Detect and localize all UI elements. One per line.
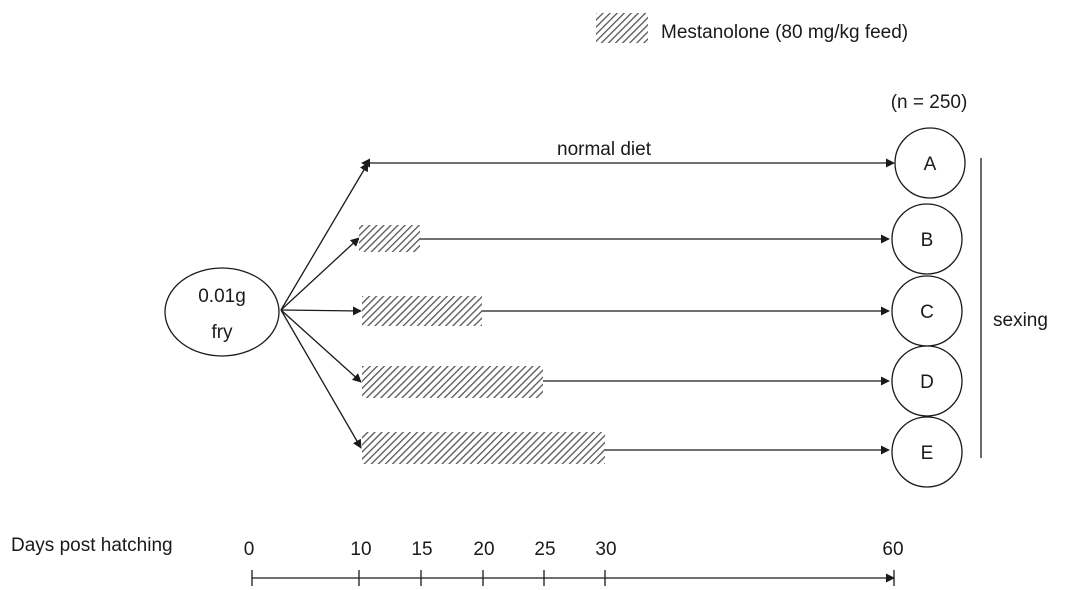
normal-diet-label: normal diet	[557, 139, 652, 160]
start-ellipse	[164, 267, 280, 357]
treatment-bar-d	[362, 366, 543, 398]
group-row-e: E	[362, 416, 963, 488]
group-label-b: B	[921, 230, 934, 251]
group-node-e	[891, 416, 963, 488]
sexing-label: sexing	[993, 310, 1048, 331]
legend-label: Mestanolone (80 mg/kg feed)	[661, 22, 908, 43]
treatment-bar-b	[359, 225, 420, 252]
axis-tick-label-30: 30	[595, 539, 616, 560]
branch-arrow-e	[280, 309, 362, 449]
group-label-c: C	[920, 302, 934, 323]
legend-hatch-swatch	[596, 13, 648, 43]
group-label-a: A	[924, 154, 937, 175]
group-row-d: D	[362, 345, 963, 417]
start-node: 0.01g fry	[164, 267, 280, 357]
treatment-bar-c	[362, 296, 482, 326]
treatment-bar-e	[362, 432, 605, 464]
legend: Mestanolone (80 mg/kg feed)	[596, 13, 908, 43]
branch-arrow-d	[280, 309, 362, 383]
branch-arrow-c	[280, 306, 362, 316]
group-label-d: D	[920, 372, 934, 393]
branch-arrow-a	[280, 162, 369, 311]
group-node-b	[891, 203, 963, 275]
group-row-b: B	[359, 203, 963, 275]
sample-size-label: (n = 250)	[891, 92, 968, 113]
branch-arrow-b	[280, 237, 360, 311]
group-row-c: C	[362, 275, 963, 347]
time-axis: Days post hatching 0 10 15 20 25 30 60	[11, 535, 904, 586]
group-node-a	[894, 127, 966, 199]
axis-tick-label-25: 25	[534, 539, 555, 560]
axis-tick-label-15: 15	[411, 539, 432, 560]
start-weight-label: 0.01g	[198, 286, 246, 307]
start-fry-label: fry	[211, 322, 233, 343]
group-node-d	[891, 345, 963, 417]
branch-arrows	[280, 162, 369, 449]
axis-tick-label-0: 0	[244, 539, 255, 560]
group-label-e: E	[921, 443, 934, 464]
axis-title: Days post hatching	[11, 535, 173, 556]
axis-tick-label-10: 10	[350, 539, 371, 560]
axis-tick-label-60: 60	[882, 539, 903, 560]
axis-tick-label-20: 20	[473, 539, 494, 560]
group-row-a: normal diet A	[361, 127, 966, 199]
